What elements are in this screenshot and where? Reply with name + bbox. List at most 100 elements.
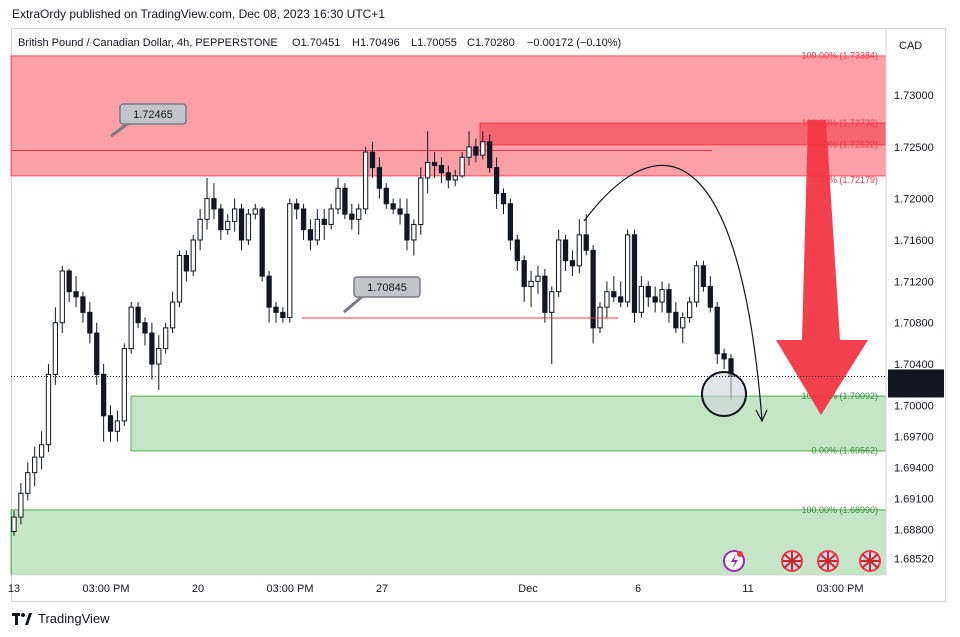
x-tick-label: 03:00 PM [82, 583, 129, 595]
candle [100, 364, 107, 442]
candle [500, 188, 507, 215]
last-price-badge: 1.70280 02:29:18 [888, 369, 944, 398]
candle [535, 265, 541, 294]
candle [287, 198, 293, 323]
y-tick-label: 1.71600 [894, 235, 934, 247]
candle [493, 157, 500, 209]
candle [128, 302, 134, 354]
uk-flag-icon [817, 550, 839, 572]
candle [294, 198, 300, 220]
candle [645, 281, 651, 308]
candle [80, 291, 86, 323]
candle [583, 214, 589, 256]
candle [556, 229, 562, 297]
candle [700, 260, 707, 292]
candle [693, 260, 700, 308]
chart-frame [11, 28, 946, 602]
y-tick-label: 1.70400 [894, 359, 934, 371]
tradingview-logo-icon [12, 612, 32, 625]
candle [686, 296, 693, 323]
uk-flag-icon [781, 550, 803, 572]
candle [707, 276, 713, 313]
x-tick-label: 11 [742, 583, 753, 595]
uk-flag-icon [859, 550, 881, 572]
y-tick-label: 1.70000 [894, 400, 934, 412]
fib-level-labels: 100.00% (1.73384) 100.00% (1.72732) 0.00% … [801, 51, 878, 515]
y-tick-label: 1.69400 [894, 462, 934, 474]
candle [252, 203, 258, 220]
candle [445, 165, 451, 189]
level-label: 100.00% (1.70092) [801, 391, 878, 401]
candle [259, 206, 265, 282]
candle [473, 138, 479, 163]
candle [425, 131, 431, 194]
time-axis[interactable]: 13 03:00 PM 20 03:00 PM 27 Dec 6 11 03:00 PM [8, 574, 886, 595]
y-tick-label: 1.71200 [894, 276, 934, 288]
candle [604, 281, 610, 318]
y-tick-label: 1.69100 [894, 493, 934, 505]
candle [542, 268, 548, 323]
demand-zone-upper [130, 395, 887, 452]
candle [411, 219, 417, 256]
last-price-value: 1.70280 [896, 371, 936, 383]
publisher-line: ExtraOrdy published on TradingView.com, … [12, 7, 385, 21]
candle [225, 214, 231, 235]
candle [18, 482, 24, 525]
candle [183, 250, 189, 282]
candle [404, 198, 410, 251]
header-low: L1.70055 [411, 37, 457, 49]
price-annotation[interactable]: 1.72465 [110, 103, 187, 138]
candle [94, 322, 100, 385]
candle [142, 317, 148, 346]
zones-layer [10, 55, 887, 576]
demand-zone-lower [10, 509, 887, 576]
candle [376, 157, 383, 199]
candle [549, 286, 555, 365]
candle [176, 250, 183, 308]
candle [569, 250, 576, 277]
x-tick-label: 13 [8, 583, 20, 595]
forecast-curve [583, 164, 763, 421]
candle [487, 134, 493, 173]
candle [514, 234, 520, 271]
candle [521, 255, 527, 303]
header-high: H1.70496 [352, 37, 400, 49]
chart-header: British Pound / Canadian Dollar, 4h, PEP… [18, 37, 621, 49]
candle [87, 302, 93, 344]
x-tick-label: 27 [376, 583, 388, 595]
candle [369, 141, 376, 178]
candle [383, 183, 389, 209]
candle [631, 229, 638, 323]
candle [300, 203, 307, 240]
event-icons[interactable] [723, 550, 881, 572]
candle [576, 219, 582, 274]
candle [666, 283, 672, 323]
candle [66, 268, 72, 303]
x-tick-label: 03:00 PM [816, 583, 863, 595]
candle [356, 203, 362, 235]
annotations-layer: 1.72465 1.70845 [110, 103, 618, 319]
footer-brand[interactable]: TradingView [12, 611, 110, 626]
x-tick-label: Dec [518, 583, 538, 595]
candle [314, 208, 320, 246]
candle [38, 431, 45, 470]
candle [204, 177, 210, 230]
candle [597, 302, 603, 334]
down-arrow-icon [776, 120, 868, 415]
level-label: 0.00% (1.72179) [811, 175, 878, 185]
candle [466, 131, 472, 166]
candle [273, 302, 279, 323]
x-tick-label: 6 [635, 583, 641, 595]
price-annotation[interactable]: 1.70845 [343, 276, 421, 314]
price-axis[interactable]: CAD 1.73000 1.72500 1.72000 1.71600 1.71200 1… [885, 28, 934, 575]
lightning-icon [731, 554, 738, 569]
candle [321, 208, 327, 240]
header-close: C1.70280 [467, 37, 515, 49]
candle [11, 510, 17, 536]
candle [528, 270, 534, 308]
candle [190, 234, 196, 277]
candle [218, 203, 224, 240]
candle [714, 302, 720, 365]
candle [52, 307, 59, 385]
